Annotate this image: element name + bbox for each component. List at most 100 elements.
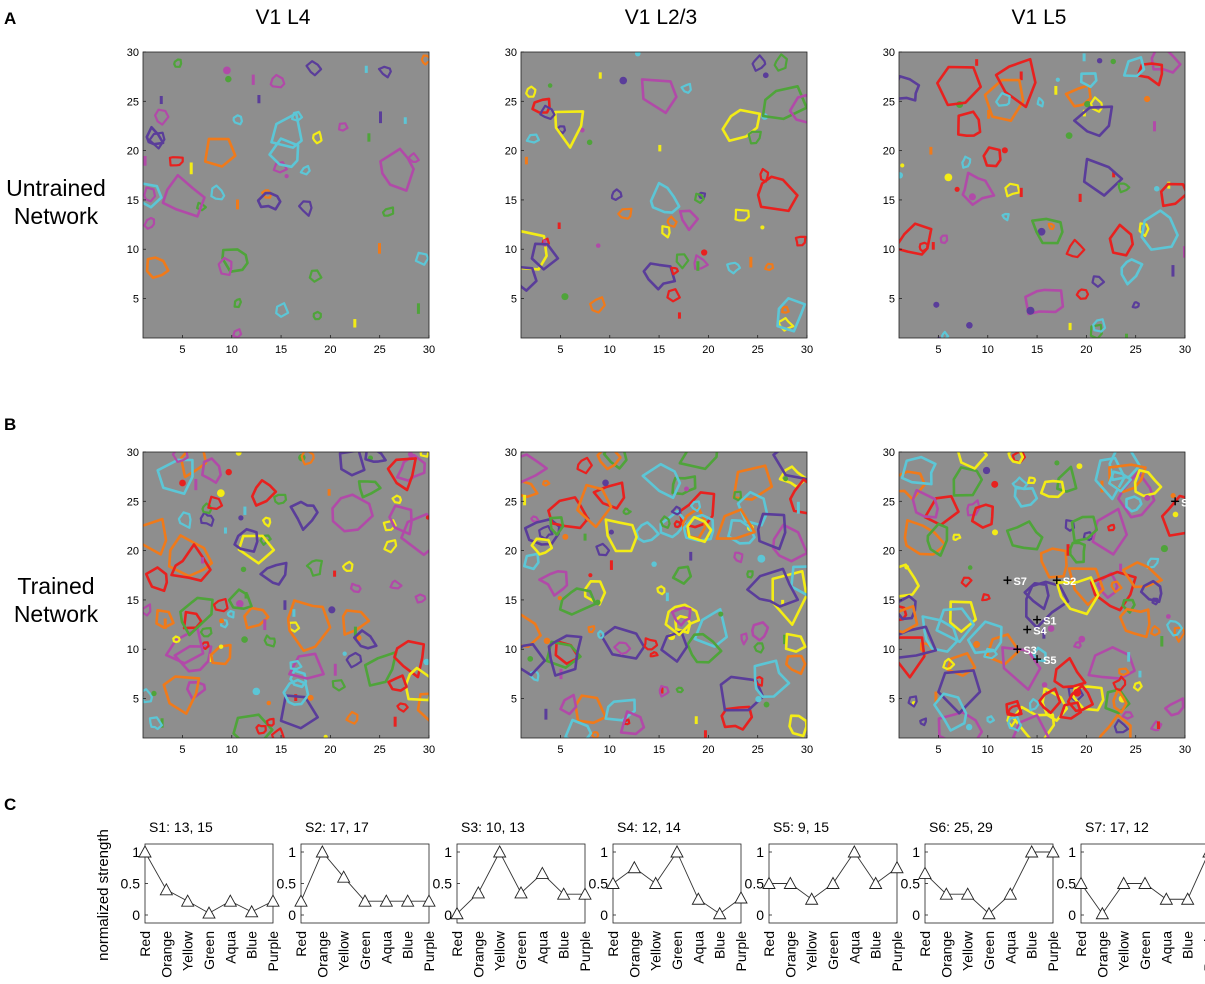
x-tick-label: 25 (374, 744, 386, 756)
site-markers: S1 S2 S3 S4 S5 S6 S7 (1003, 497, 1195, 667)
blob (151, 690, 157, 697)
contour (1087, 645, 1136, 680)
subplot-title: S2: 17, 17 (305, 819, 369, 835)
contour (1001, 212, 1010, 222)
blob (1054, 85, 1058, 95)
blob (379, 111, 383, 124)
blob (423, 658, 429, 666)
map-untrained-l4: 5 10 15 20 25 30 5 10 15 20 25 30 (127, 47, 435, 356)
x-tick-label: Orange (158, 931, 174, 978)
y-tick-label: 25 (883, 496, 895, 508)
x-tick-label: 25 (752, 344, 764, 356)
contour (726, 261, 742, 275)
contour (289, 500, 319, 532)
data-point (315, 845, 330, 858)
contour (387, 674, 408, 692)
contour (389, 579, 403, 590)
contour (393, 639, 426, 679)
contour (352, 629, 378, 650)
x-tick-label: Yellow (1116, 930, 1132, 971)
blob (225, 468, 232, 476)
blob (1160, 636, 1164, 647)
contour (961, 171, 996, 206)
y-tick-label: 15 (883, 595, 895, 607)
y-tick-label: 0.5 (121, 876, 141, 892)
contour (300, 452, 315, 466)
contour (1108, 463, 1147, 494)
contour (899, 222, 933, 256)
data-point (358, 894, 372, 907)
contour (312, 130, 323, 145)
y-tick-label: 25 (505, 496, 517, 508)
contour (921, 615, 959, 653)
contour (156, 458, 194, 496)
data-point (266, 894, 280, 907)
contour (750, 621, 770, 642)
contour (1041, 687, 1069, 722)
y-tick-label: 0 (600, 907, 608, 923)
contour (1138, 222, 1150, 238)
contour (342, 560, 354, 573)
x-tick-label: 30 (423, 744, 435, 756)
contour (186, 680, 207, 701)
site-marker-s1: S1 (1033, 615, 1057, 628)
contour (613, 641, 632, 656)
blob (241, 636, 248, 643)
blob (701, 249, 708, 256)
y-tick-label: 30 (883, 447, 895, 459)
contour (602, 452, 628, 470)
contour (982, 146, 1002, 168)
contour (364, 452, 387, 464)
blob (975, 59, 979, 66)
column-title-l23: V1 L2/3 (625, 6, 697, 29)
site-marker-s3: S3 (1013, 645, 1037, 657)
blob (781, 599, 785, 607)
column-title-l5: V1 L5 (1012, 6, 1067, 29)
blob (755, 695, 762, 703)
blob (904, 564, 910, 570)
contour (154, 108, 170, 126)
contour (177, 511, 192, 529)
blob (240, 566, 247, 573)
contour (173, 58, 183, 68)
contour (640, 78, 678, 115)
contour (1056, 465, 1078, 493)
contour (531, 97, 551, 114)
blob (416, 303, 420, 314)
y-tick-label: 20 (505, 546, 517, 558)
contour (1007, 715, 1023, 732)
blob (658, 144, 662, 152)
contour (1004, 182, 1021, 198)
contour (764, 262, 775, 271)
contour (1039, 547, 1068, 579)
subplot-title: S1: 13, 15 (149, 819, 213, 835)
contour (1028, 697, 1040, 712)
blob (634, 52, 641, 57)
contour (1118, 607, 1151, 639)
data-point (1074, 876, 1088, 889)
contour (693, 192, 705, 204)
x-tick-label: Purple (889, 931, 905, 972)
y-tick-label: 10 (127, 244, 139, 256)
data-point (648, 876, 663, 889)
contour (1139, 579, 1163, 604)
contour (1166, 619, 1184, 637)
x-tick-label: Green (981, 931, 997, 970)
blob (342, 651, 347, 656)
panel-label-b: B (4, 415, 16, 434)
contour (1117, 470, 1156, 519)
map-trained-l5: 5 10 15 20 25 30 5 10 15 20 25 30 (883, 447, 1191, 756)
blob (544, 708, 548, 720)
x-tick-label: Aqua (534, 931, 550, 964)
data-point (868, 876, 883, 889)
data-point (1180, 892, 1195, 905)
subplot-s3: S3: 10, 13 0 0.5 1 Red Orange Yellow Green Aqua B… (433, 819, 593, 978)
blob (218, 644, 224, 649)
y-tick-label: 15 (127, 595, 139, 607)
x-tick-label: 5 (935, 744, 941, 756)
contour (210, 184, 226, 201)
blob (1124, 333, 1128, 338)
blob (1170, 492, 1176, 499)
contour (960, 576, 973, 588)
